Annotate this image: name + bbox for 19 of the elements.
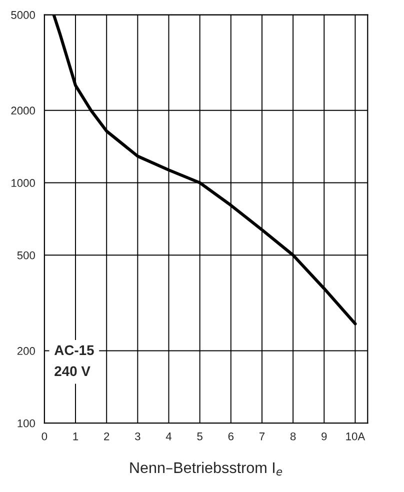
y-tick-label: 2000 — [11, 106, 35, 115]
x-tick-label: 8 — [290, 432, 296, 440]
y-tick-label: 500 — [17, 251, 35, 260]
x-tick-label: 6 — [228, 432, 234, 440]
y-tick-label: 1000 — [12, 179, 35, 187]
x-tick-label: 2 — [104, 432, 110, 440]
x-tick-label: 4 — [166, 432, 172, 440]
x-tick-label: 7 — [259, 432, 265, 440]
y-tick-label: 200 — [17, 347, 35, 355]
x-tick-label: 1 — [73, 432, 78, 440]
x-tick-label: 5 — [197, 432, 202, 440]
y-tick-label: 100 — [18, 419, 35, 428]
x-tick-label: 9 — [322, 432, 327, 440]
y-tick-label: 5000 — [11, 11, 35, 19]
x-tick-label: 10A — [346, 432, 366, 440]
x-tick-label: 3 — [135, 432, 140, 440]
x-tick-label: 0 — [42, 432, 48, 440]
x-axis-title: Nenn–Betriebsstrom I$_{e}$ — [130, 462, 282, 476]
annotation: AC-15 240 V — [54, 345, 94, 376]
